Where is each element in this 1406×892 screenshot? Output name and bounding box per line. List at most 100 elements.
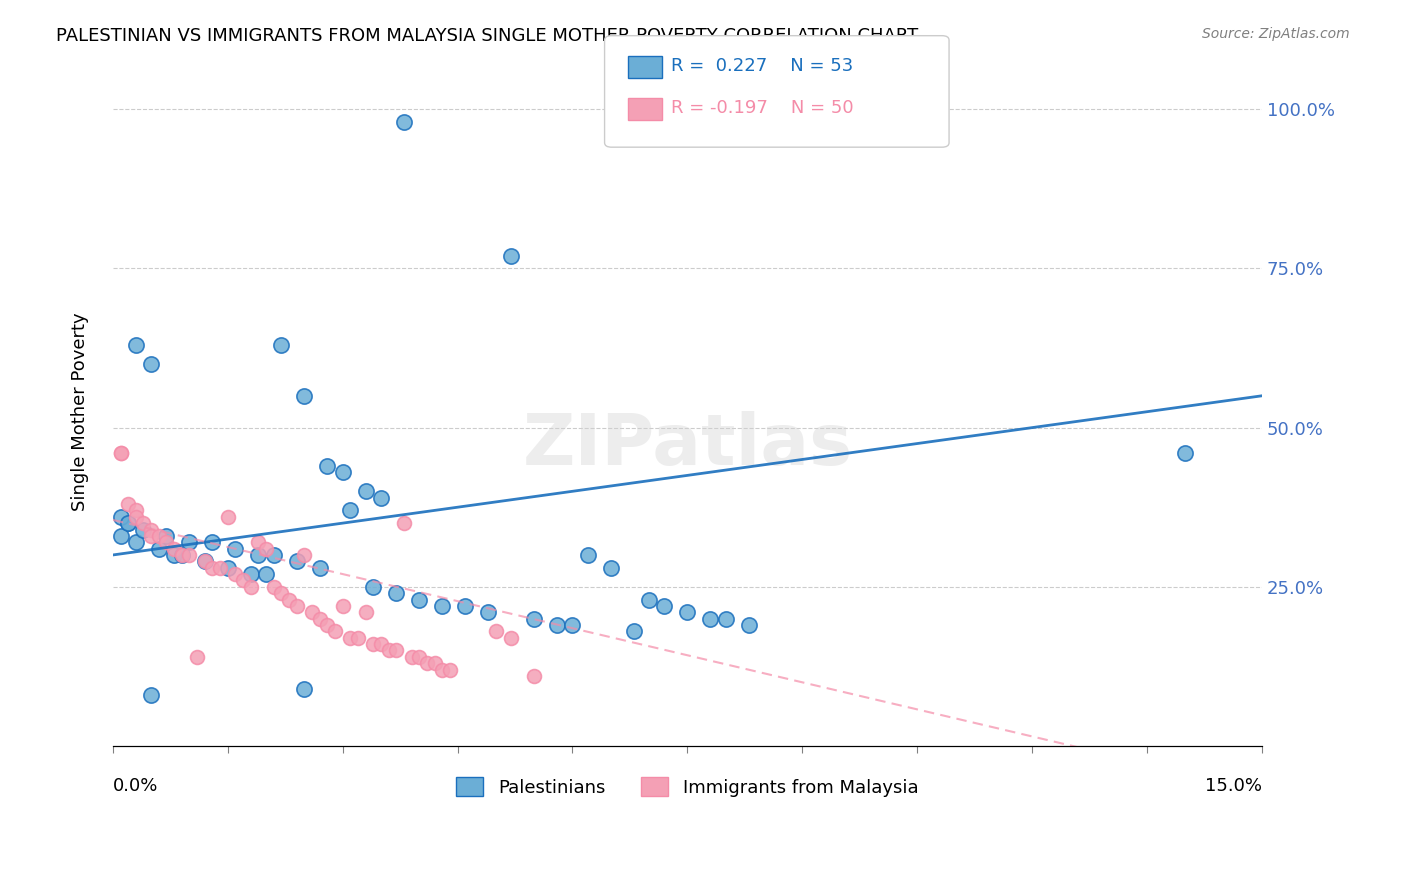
Point — [239, 567, 262, 582]
Point — [117, 516, 139, 530]
Point — [132, 516, 155, 530]
Point — [332, 599, 354, 613]
Point — [454, 599, 477, 613]
Point — [247, 548, 270, 562]
Point — [224, 541, 246, 556]
Point — [170, 548, 193, 562]
Text: 0.0%: 0.0% — [112, 777, 159, 795]
Point — [439, 663, 461, 677]
Point — [141, 688, 163, 702]
Point — [285, 599, 308, 613]
Point — [254, 567, 277, 582]
Point — [148, 541, 170, 556]
Point — [599, 560, 621, 574]
Text: PALESTINIAN VS IMMIGRANTS FROM MALAYSIA SINGLE MOTHER POVERTY CORRELATION CHART: PALESTINIAN VS IMMIGRANTS FROM MALAYSIA … — [56, 27, 918, 45]
Point — [110, 446, 132, 460]
Point — [155, 529, 177, 543]
Point — [392, 516, 415, 530]
Point — [432, 599, 454, 613]
Point — [217, 509, 239, 524]
Point — [301, 605, 323, 619]
Point — [125, 509, 148, 524]
Point — [308, 612, 330, 626]
Point — [141, 529, 163, 543]
Point — [576, 548, 599, 562]
Text: R = -0.197    N = 50: R = -0.197 N = 50 — [671, 99, 853, 117]
Point — [239, 580, 262, 594]
Point — [363, 637, 385, 651]
Point — [148, 529, 170, 543]
Point — [370, 491, 392, 505]
Point — [332, 465, 354, 479]
Point — [163, 548, 186, 562]
Point — [292, 389, 315, 403]
Point — [561, 618, 583, 632]
Legend: Palestinians, Immigrants from Malaysia: Palestinians, Immigrants from Malaysia — [449, 770, 925, 804]
Point — [377, 643, 399, 657]
Point — [408, 649, 430, 664]
Point — [179, 535, 201, 549]
Point — [339, 631, 361, 645]
Point — [385, 643, 408, 657]
Point — [423, 657, 446, 671]
Point — [370, 637, 392, 651]
Point — [354, 484, 377, 499]
Point — [209, 560, 232, 574]
Point — [263, 548, 285, 562]
Point — [125, 338, 148, 352]
Point — [485, 624, 508, 639]
Point — [141, 357, 163, 371]
Point — [477, 605, 499, 619]
Point — [638, 592, 661, 607]
Point — [194, 554, 217, 568]
Point — [546, 618, 568, 632]
Point — [270, 338, 292, 352]
Point — [501, 631, 523, 645]
Point — [217, 560, 239, 574]
Text: ZIPatlas: ZIPatlas — [522, 410, 852, 480]
Point — [110, 529, 132, 543]
Point — [292, 548, 315, 562]
Point — [676, 605, 699, 619]
Point — [432, 663, 454, 677]
Point — [201, 535, 224, 549]
Text: Source: ZipAtlas.com: Source: ZipAtlas.com — [1202, 27, 1350, 41]
Point — [132, 523, 155, 537]
Point — [285, 554, 308, 568]
Point — [170, 548, 193, 562]
Point — [408, 592, 430, 607]
Y-axis label: Single Mother Poverty: Single Mother Poverty — [72, 312, 89, 511]
Point — [270, 586, 292, 600]
Point — [141, 523, 163, 537]
Point — [339, 503, 361, 517]
Point — [117, 497, 139, 511]
Point — [292, 681, 315, 696]
Point — [201, 560, 224, 574]
Point — [125, 503, 148, 517]
Point — [125, 535, 148, 549]
Point — [316, 458, 339, 473]
Point — [347, 631, 370, 645]
Point — [110, 446, 132, 460]
Point — [654, 599, 676, 613]
Point — [714, 612, 737, 626]
Point — [117, 516, 139, 530]
Point — [263, 580, 285, 594]
Point — [699, 612, 721, 626]
Point — [416, 657, 439, 671]
Point — [385, 586, 408, 600]
Text: 15.0%: 15.0% — [1205, 777, 1263, 795]
Point — [623, 624, 645, 639]
Point — [316, 618, 339, 632]
Point — [523, 669, 546, 683]
Point — [323, 624, 346, 639]
Point — [186, 649, 208, 664]
Point — [254, 541, 277, 556]
Point — [232, 574, 254, 588]
Point — [363, 580, 385, 594]
Point — [308, 560, 330, 574]
Text: R =  0.227    N = 53: R = 0.227 N = 53 — [671, 57, 853, 75]
Point — [278, 592, 301, 607]
Point — [110, 509, 132, 524]
Point — [401, 649, 423, 664]
